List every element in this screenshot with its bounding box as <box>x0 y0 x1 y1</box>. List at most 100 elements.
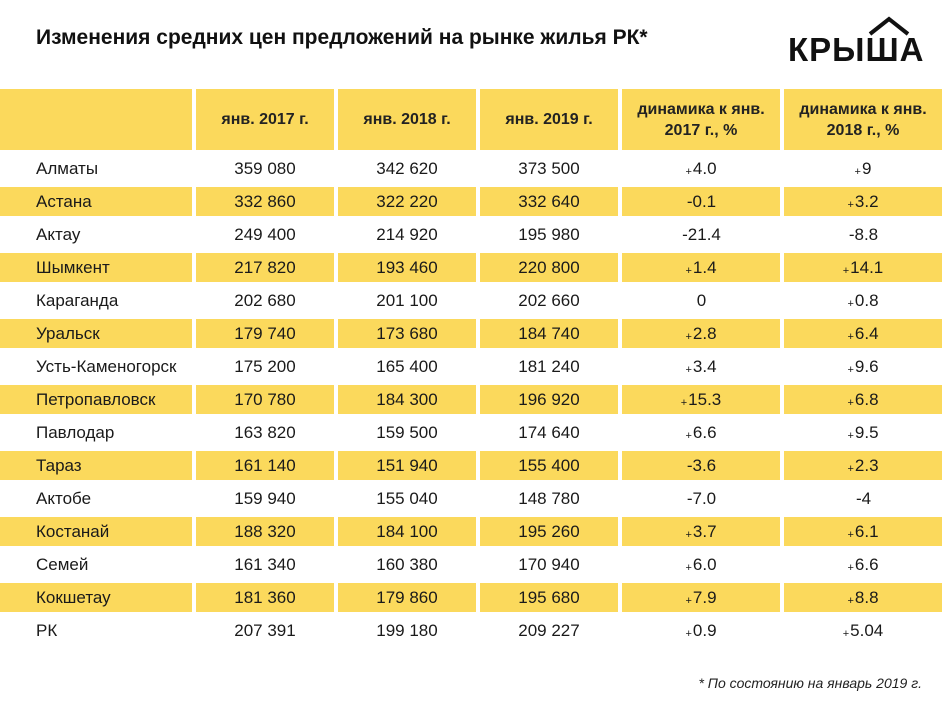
value-2018-cell: 184 100 <box>338 517 476 546</box>
value-2019-cell: 220 800 <box>480 253 618 282</box>
city-cell: Петропавловск <box>0 385 192 414</box>
table-row: Кокшетау 181 360 179 860 195 680 +7.9 +8.8 <box>0 583 942 612</box>
value-2019-cell: 174 640 <box>480 418 618 447</box>
value-2017-cell: 249 400 <box>196 220 334 249</box>
logo-text: КРЫША <box>788 31 925 68</box>
dynamics-value: 9.5 <box>854 422 879 442</box>
table-row: Тараз 161 140 151 940 155 400 -3.6 +2.3 <box>0 451 942 480</box>
value-2017-cell: 175 200 <box>196 352 334 381</box>
dynamics-2017-cell: 0 <box>622 286 780 315</box>
dynamics-2018-cell: -8.8 <box>784 220 942 249</box>
city-cell: Кокшетау <box>0 583 192 612</box>
plus-sign: + <box>685 264 692 277</box>
table-row: Актобе 159 940 155 040 148 780 -7.0 -4 <box>0 484 942 513</box>
plus-sign: + <box>680 396 688 409</box>
page-title: Изменения средних цен предложений на рын… <box>36 26 648 49</box>
table-header-row: янв. 2017 г. янв. 2018 г. янв. 2019 г. д… <box>0 89 942 150</box>
dynamics-value: -3.6 <box>686 455 717 475</box>
dynamics-2018-cell: +9.6 <box>784 352 942 381</box>
dynamics-2017-cell: +0.9 <box>622 616 780 645</box>
table-row: Семей 161 340 160 380 170 940 +6.0 +6.6 <box>0 550 942 579</box>
plus-sign: + <box>685 594 692 607</box>
city-cell: Алматы <box>0 154 192 183</box>
city-cell: Караганда <box>0 286 192 315</box>
dynamics-2017-cell: +1.4 <box>622 253 780 282</box>
dynamics-2017-cell: +2.8 <box>622 319 780 348</box>
dynamics-2018-cell: +14.1 <box>784 253 942 282</box>
table-row: Караганда 202 680 201 100 202 660 0 +0.8 <box>0 286 942 315</box>
dynamics-2017-cell: -0.1 <box>622 187 780 216</box>
col-header-dyn-2018-text: динамика к янв. 2018 г., % <box>799 100 927 139</box>
city-cell: Семей <box>0 550 192 579</box>
house-roof-icon <box>868 16 910 36</box>
dynamics-2017-cell: -3.6 <box>622 451 780 480</box>
value-2018-cell: 342 620 <box>338 154 476 183</box>
dynamics-2018-cell: +6.6 <box>784 550 942 579</box>
value-2018-cell: 159 500 <box>338 418 476 447</box>
dynamics-value: -21.4 <box>682 224 721 244</box>
value-2019-cell: 155 400 <box>480 451 618 480</box>
city-cell: Шымкент <box>0 253 192 282</box>
plus-sign: + <box>847 462 854 475</box>
value-2018-cell: 151 940 <box>338 451 476 480</box>
dynamics-value: 0.9 <box>692 620 717 640</box>
col-header-dyn-2018: динамика к янв. 2018 г., % <box>784 89 942 150</box>
table-row: Костанай 188 320 184 100 195 260 +3.7 +6.1 <box>0 517 942 546</box>
city-cell: Павлодар <box>0 418 192 447</box>
value-2019-cell: 195 680 <box>480 583 618 612</box>
dynamics-value: 9.6 <box>854 356 879 376</box>
city-cell: Уральск <box>0 319 192 348</box>
dynamics-2018-cell: +6.4 <box>784 319 942 348</box>
plus-sign: + <box>847 528 854 541</box>
value-2017-cell: 359 080 <box>196 154 334 183</box>
dynamics-value: 3.7 <box>692 521 717 541</box>
plus-sign: + <box>847 363 854 376</box>
value-2017-cell: 159 940 <box>196 484 334 513</box>
dynamics-2018-cell: +8.8 <box>784 583 942 612</box>
dynamics-2018-cell: +6.1 <box>784 517 942 546</box>
plus-sign: + <box>847 396 854 409</box>
value-2018-cell: 179 860 <box>338 583 476 612</box>
dynamics-value: 6.6 <box>854 554 879 574</box>
dynamics-2017-cell: +6.0 <box>622 550 780 579</box>
dynamics-value: 2.3 <box>854 455 879 475</box>
value-2019-cell: 332 640 <box>480 187 618 216</box>
plus-sign: + <box>842 264 850 277</box>
value-2018-cell: 214 920 <box>338 220 476 249</box>
plus-sign: + <box>847 198 854 211</box>
value-2018-cell: 160 380 <box>338 550 476 579</box>
dynamics-value: -4 <box>855 488 872 508</box>
value-2017-cell: 207 391 <box>196 616 334 645</box>
dynamics-2017-cell: +7.9 <box>622 583 780 612</box>
value-2019-cell: 148 780 <box>480 484 618 513</box>
dynamics-2018-cell: +5.04 <box>784 616 942 645</box>
city-cell: Тараз <box>0 451 192 480</box>
value-2019-cell: 170 940 <box>480 550 618 579</box>
city-cell: Костанай <box>0 517 192 546</box>
value-2017-cell: 170 780 <box>196 385 334 414</box>
dynamics-value: 0 <box>696 290 707 310</box>
value-2018-cell: 193 460 <box>338 253 476 282</box>
value-2019-cell: 195 260 <box>480 517 618 546</box>
plus-sign: + <box>685 528 692 541</box>
plus-sign: + <box>847 330 854 343</box>
value-2018-cell: 184 300 <box>338 385 476 414</box>
dynamics-value: 3.4 <box>692 356 717 376</box>
dynamics-value: 7.9 <box>692 587 717 607</box>
col-header-2019: янв. 2019 г. <box>480 89 618 150</box>
value-2019-cell: 373 500 <box>480 154 618 183</box>
dynamics-2018-cell: +6.8 <box>784 385 942 414</box>
dynamics-value: 6.4 <box>854 323 879 343</box>
dynamics-value: 9 <box>861 158 872 178</box>
dynamics-value: 15.3 <box>688 389 722 409</box>
table-row: Павлодар 163 820 159 500 174 640 +6.6 +9.5 <box>0 418 942 447</box>
plus-sign: + <box>847 561 854 574</box>
col-header-2017: янв. 2017 г. <box>196 89 334 150</box>
value-2019-cell: 196 920 <box>480 385 618 414</box>
col-header-2018: янв. 2018 г. <box>338 89 476 150</box>
city-cell: РК <box>0 616 192 645</box>
brand-logo: КРЫША <box>788 14 938 68</box>
dynamics-2018-cell: +3.2 <box>784 187 942 216</box>
col-header-dyn-2017-text: динамика к янв. 2017 г., % <box>637 100 765 139</box>
dynamics-value: 6.1 <box>854 521 879 541</box>
